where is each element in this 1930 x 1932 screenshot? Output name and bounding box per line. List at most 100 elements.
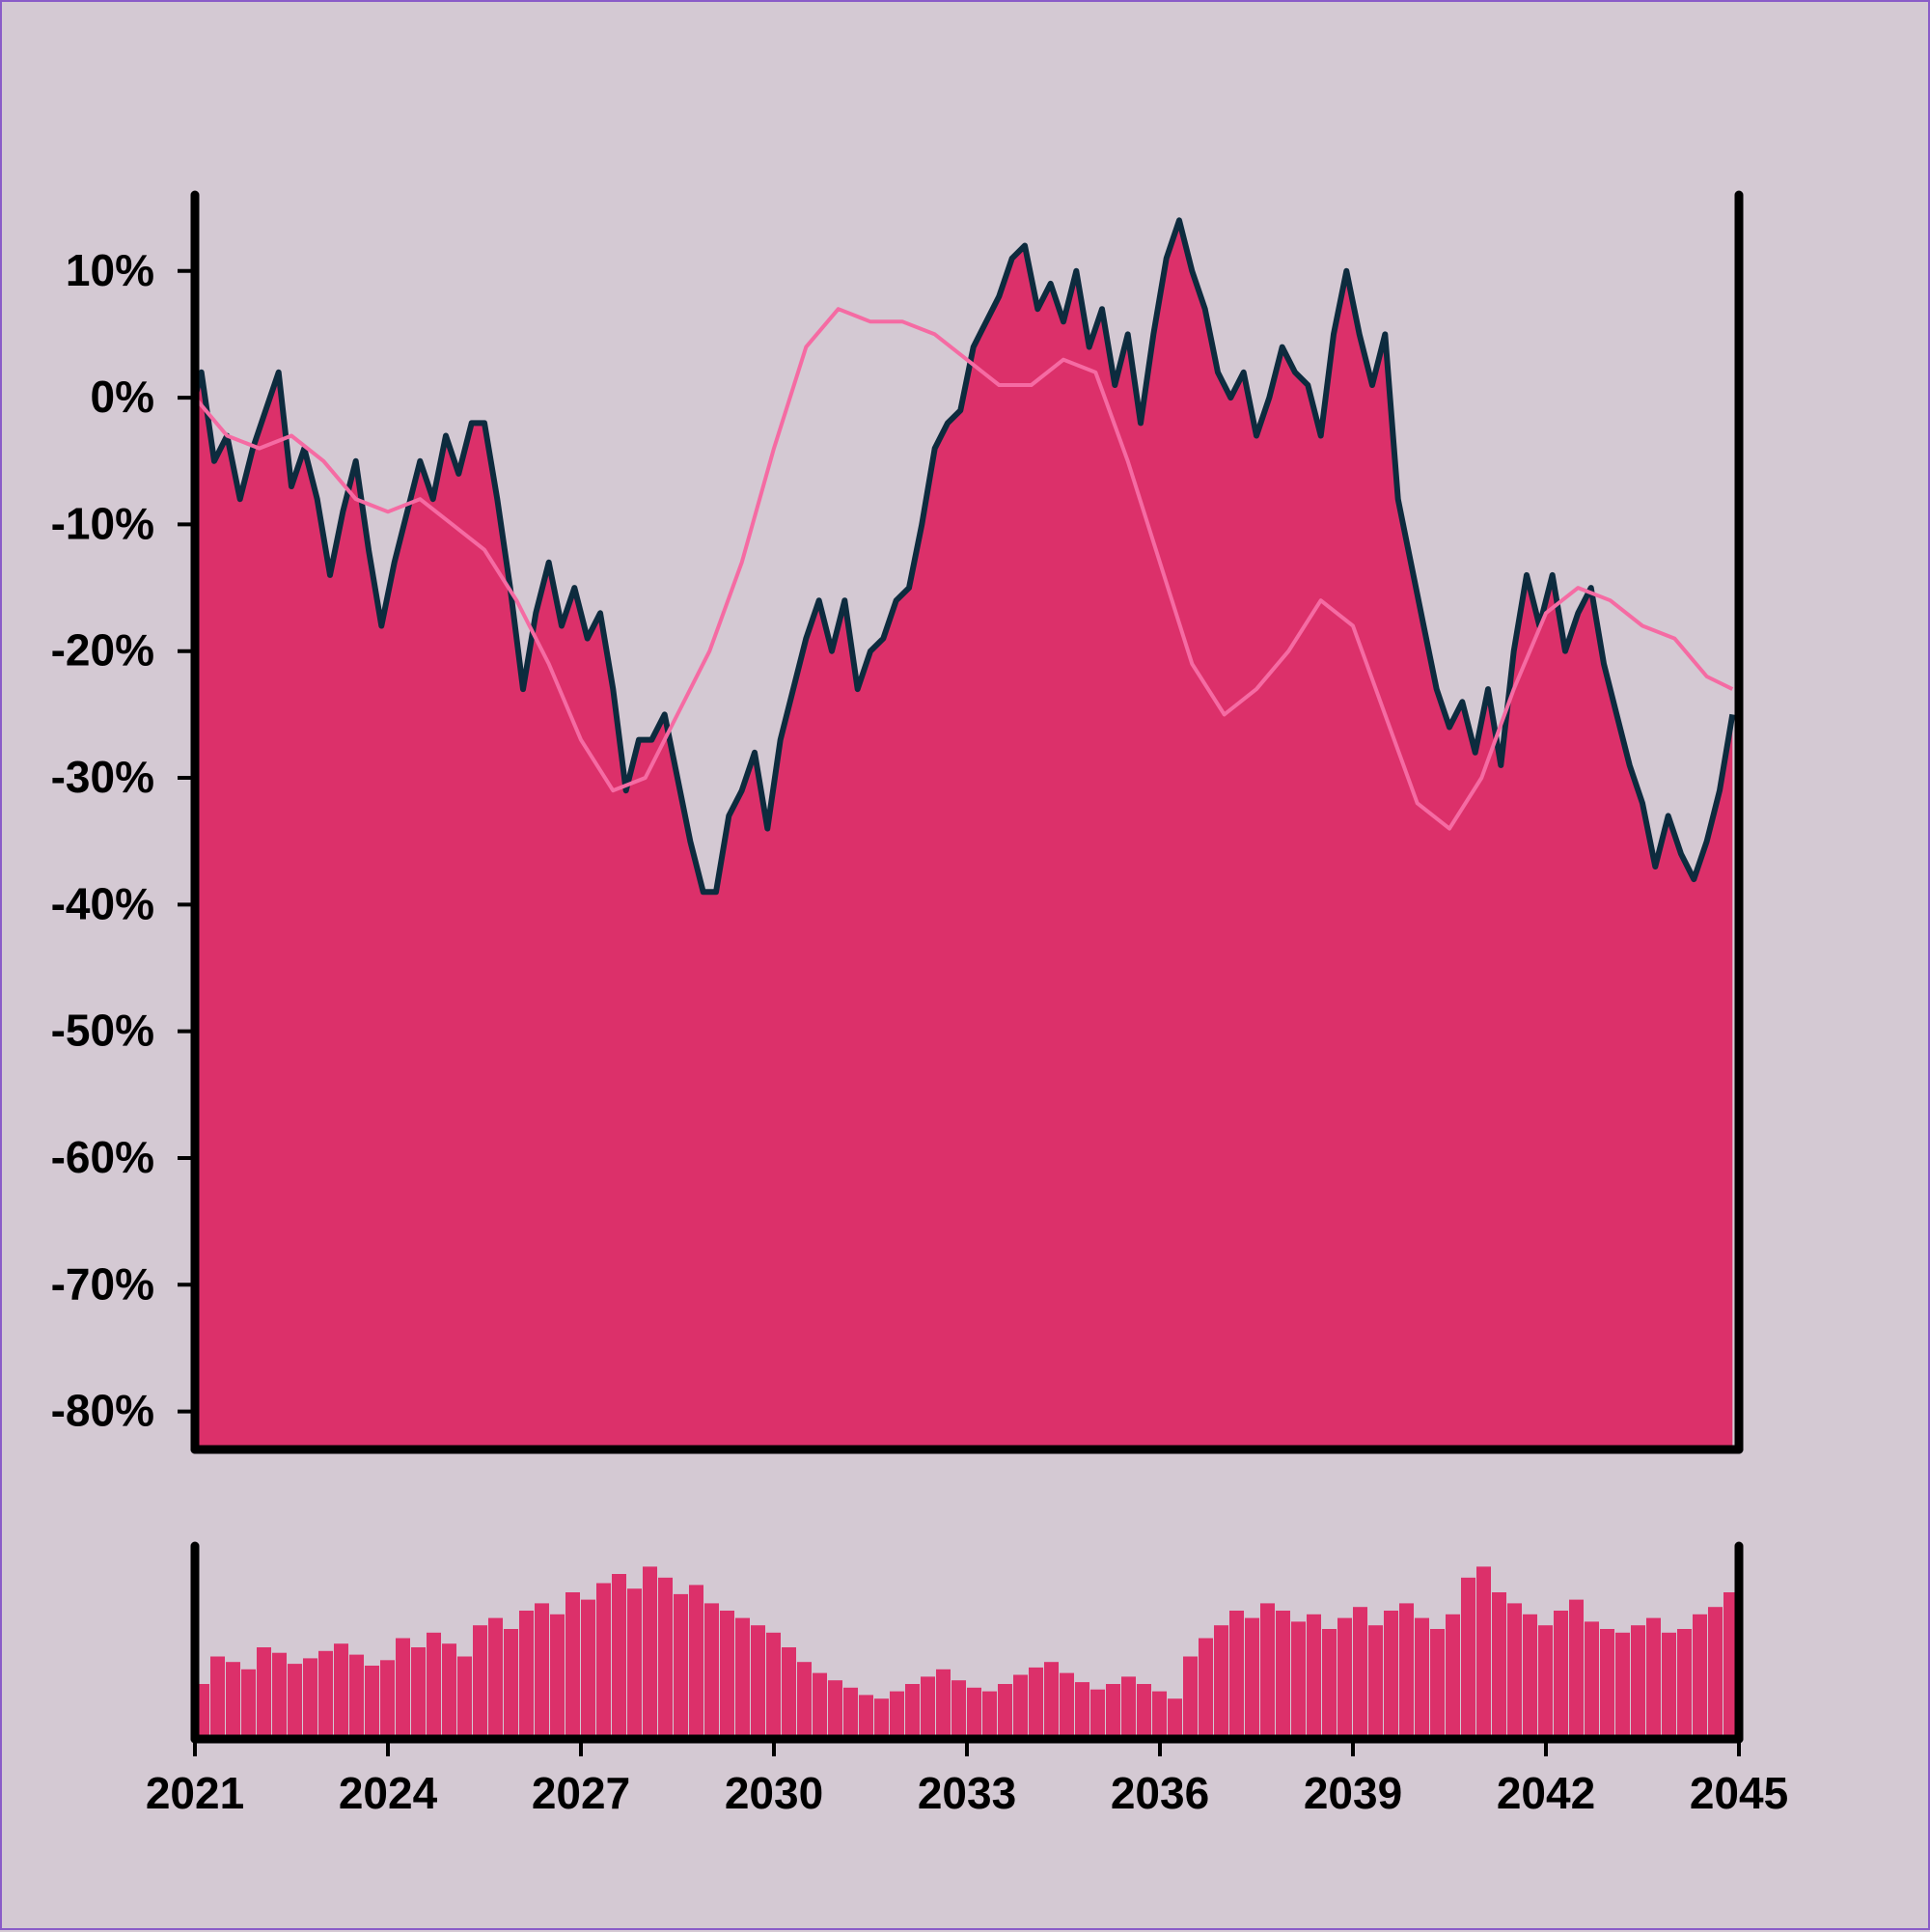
volume-bar [1569,1599,1584,1739]
volume-bar [1662,1632,1676,1739]
volume-bar [1631,1625,1645,1739]
volume-bar [1322,1629,1337,1739]
volume-bar [396,1638,410,1739]
volume-bar [1538,1625,1553,1739]
y-tick-label: -60% [51,1132,154,1182]
volume-bar [1615,1632,1630,1739]
price-panel: 10% 0% -10% -20% -30% -40% -50% -60% -70% -80% [51,190,1744,1454]
volume-bar [581,1599,595,1739]
volume-bar [365,1666,379,1739]
volume-bar [689,1585,703,1739]
volume-bar [427,1632,441,1739]
volume-bar [226,1662,240,1739]
x-tick-label: 2027 [532,1768,630,1818]
x-tick-label: 2024 [339,1768,438,1818]
y-axis-ticks: 10% 0% -10% -20% -30% -40% -50% -60% -70% -80% [51,245,195,1436]
volume-bar [720,1611,734,1739]
y-tick-label: -70% [51,1258,154,1309]
volume-bar [241,1669,256,1739]
volume-bar [488,1617,503,1739]
y-tick-label: -50% [51,1006,154,1056]
y-tick-label: -80% [51,1386,154,1436]
volume-bar [874,1698,889,1739]
volume-bar [1708,1607,1723,1739]
volume-bar [380,1660,395,1739]
volume-bar [735,1617,750,1739]
x-tick-label: 2030 [725,1768,823,1818]
volume-bar [843,1687,858,1739]
volume-bar [1507,1603,1522,1739]
volume-bar [1430,1629,1445,1739]
volume-bar [1029,1667,1043,1739]
x-tick-label: 2021 [146,1768,244,1818]
x-tick-label: 2033 [918,1768,1016,1818]
volume-bar [1060,1672,1074,1739]
volume-bar [1152,1691,1167,1739]
volume-bar [1291,1621,1306,1739]
y-tick-label: -30% [51,752,154,802]
area-series-edge [192,217,1736,896]
volume-bar [457,1656,472,1739]
volume-bar [1106,1684,1120,1739]
volume-bar [936,1669,951,1739]
volume-bar [504,1629,518,1739]
volume-bar [318,1650,333,1739]
volume-bar [1723,1592,1738,1739]
x-tick-label: 2045 [1690,1768,1788,1818]
volume-bar [1415,1617,1429,1739]
volume-bar [905,1684,920,1739]
volume-bar [565,1592,580,1739]
volume-bar [1461,1577,1475,1739]
volume-bar [704,1603,719,1739]
volume-bar [828,1680,842,1739]
volume-bar [1399,1603,1414,1739]
volume-bar [1183,1656,1198,1739]
x-tick-label: 2039 [1304,1768,1402,1818]
y-tick-label: -40% [51,878,154,928]
volume-bar [1229,1611,1244,1739]
volume-bar [658,1577,673,1739]
volume-bar [1260,1603,1275,1739]
y-tick-label: -20% [51,625,154,676]
volume-bars [195,1566,1738,1739]
volume-bar [1646,1617,1661,1739]
volume-bar [1492,1592,1506,1739]
volume-bar [643,1566,657,1739]
volume-bar [1168,1698,1182,1739]
y-tick-label: -10% [51,498,154,548]
volume-bar [1137,1684,1151,1739]
x-axis-ticks: 2021 2024 2027 2030 2033 2036 2039 2042 2045 [146,1739,1788,1818]
volume-bar [442,1643,456,1739]
volume-bar [751,1625,765,1739]
volume-bar [473,1625,487,1739]
x-tick-label: 2042 [1497,1768,1595,1818]
volume-bar [782,1647,796,1739]
volume-bar [1090,1689,1105,1739]
volume-bar [859,1695,873,1739]
volume-bar [1384,1611,1398,1739]
volume-panel: 2021 2024 2027 2030 2033 2036 2039 2042 2045 [146,1541,1788,1818]
volume-bar [797,1662,812,1739]
volume-bar [1677,1629,1692,1739]
volume-bar [967,1687,981,1739]
moving-average-line [193,307,1734,831]
volume-bar [272,1652,287,1739]
volume-bar [519,1611,534,1739]
volume-bar [951,1680,966,1739]
volume-bar [1044,1662,1059,1739]
volume-bar [998,1684,1012,1739]
volume-bar [1353,1607,1367,1739]
volume-bar [1446,1614,1460,1739]
volume-bar [1337,1617,1352,1739]
volume-bar [1693,1614,1707,1739]
volume-bar [1368,1625,1383,1739]
volume-bar [1307,1614,1321,1739]
volume-bar [612,1574,626,1739]
x-tick-label: 2036 [1111,1768,1209,1818]
volume-bar [1199,1638,1213,1739]
volume-bar [349,1654,364,1739]
volume-bar [1075,1682,1089,1739]
volume-bar [1585,1621,1599,1739]
